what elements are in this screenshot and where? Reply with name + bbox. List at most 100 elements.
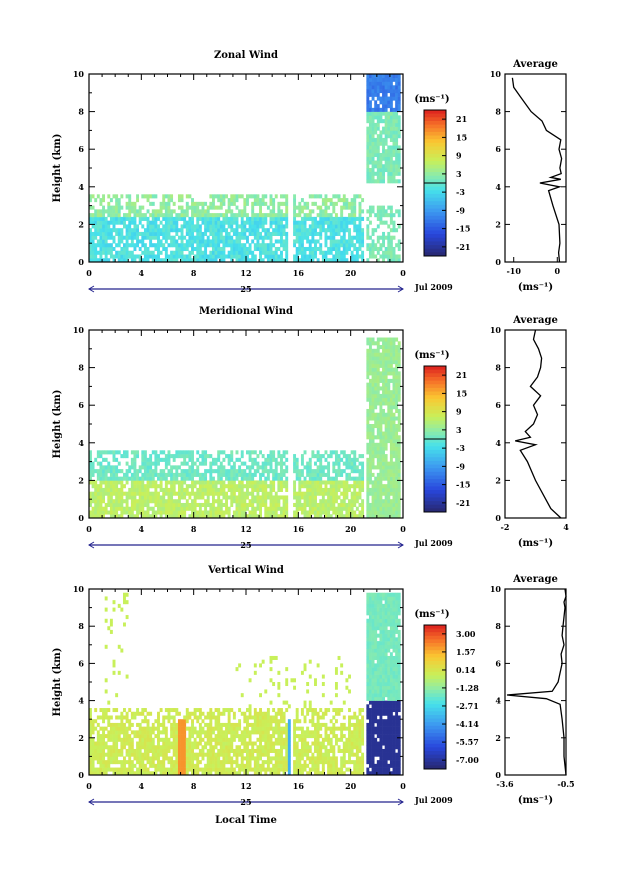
colorbar-tick-label: 15 — [456, 132, 467, 142]
colorbar-tick-label: -4.14 — [456, 719, 479, 729]
colorbar-segment — [424, 245, 446, 250]
colorbar-segment — [424, 668, 446, 673]
colorbar-segment — [424, 406, 446, 411]
date-label: Jul 2009 — [414, 538, 453, 548]
colorbar-segment — [424, 471, 446, 476]
colorbar-segment — [424, 765, 446, 770]
colorbar-tick-label: 0.14 — [456, 665, 476, 675]
y-tick-label: 8 — [78, 363, 84, 373]
colorbar-segment — [424, 457, 446, 462]
colorbar-segment — [424, 682, 446, 687]
average-x-tick-label: -2 — [501, 522, 510, 532]
colorbar-segment — [424, 442, 446, 447]
y-tick-label: 6 — [78, 144, 84, 154]
colorbar-segment — [424, 428, 446, 433]
average-y-tick-label: 10 — [490, 69, 502, 79]
y-tick-label: 2 — [78, 733, 84, 743]
y-tick-label: 10 — [73, 325, 85, 335]
colorbar-segment — [424, 722, 446, 727]
colorbar-segment — [424, 664, 446, 669]
colorbar-segment — [424, 497, 446, 502]
colorbar-segment — [424, 468, 446, 473]
average-unit: (ms⁻¹) — [518, 795, 553, 806]
colorbar-segment — [424, 482, 446, 487]
colorbar-tick-label: -15 — [456, 224, 470, 234]
x-tick-label: 0 — [400, 268, 406, 278]
colorbar-tick-label: -1.28 — [456, 683, 479, 693]
average-title: Average — [512, 315, 558, 326]
x-tick-label: 8 — [191, 524, 197, 534]
average-y-tick-label: 8 — [495, 621, 501, 631]
colorbar-segment — [424, 409, 446, 414]
y-tick-label: 2 — [78, 475, 84, 485]
colorbar-frame — [423, 624, 447, 770]
colorbar-segment — [424, 761, 446, 766]
colorbar-segment — [424, 715, 446, 719]
colorbar-segment — [424, 193, 446, 198]
colorbar-segment — [424, 464, 446, 469]
colorbar-segment — [424, 113, 446, 118]
colorbar-segment — [424, 124, 446, 129]
colorbar-segment — [424, 150, 446, 155]
colorbar-segment — [424, 413, 446, 418]
average-x-tick-label: 0 — [554, 266, 560, 276]
colorbar-segment — [424, 110, 446, 115]
colorbar-segment — [424, 234, 446, 239]
colorbar-segment — [424, 646, 446, 651]
colorbar-segment — [424, 248, 446, 253]
colorbar-segment — [424, 435, 446, 440]
average-y-tick-label: 2 — [495, 733, 501, 743]
colorbar-segment — [424, 387, 446, 392]
y-axis-label: Height (km) — [52, 648, 63, 717]
average-profile-line — [515, 329, 562, 519]
y-tick-label: 4 — [78, 438, 84, 448]
colorbar-tick-label: -9 — [456, 205, 465, 215]
colorbar-segment — [424, 146, 446, 151]
colorbar-segment — [424, 657, 446, 662]
colorbar-segment — [424, 212, 446, 217]
y-axis-label: Height (km) — [52, 390, 63, 459]
colorbar-segment — [424, 650, 446, 655]
average-unit: (ms⁻¹) — [518, 282, 553, 293]
colorbar-tick-label: -21 — [456, 242, 470, 252]
colorbar-segment — [424, 733, 446, 737]
colorbar-segment — [424, 164, 446, 169]
colorbar-segment — [424, 204, 446, 209]
colorbar-segment — [424, 711, 446, 716]
colorbar-segment — [424, 504, 446, 509]
colorbar-segment — [424, 215, 446, 220]
y-tick-label: 0 — [78, 513, 84, 523]
day-label: 25 — [240, 540, 251, 550]
colorbar-segment — [424, 391, 446, 396]
heatmap-cells — [89, 337, 401, 519]
average-y-tick-label: 2 — [495, 475, 501, 485]
y-tick-label: 0 — [78, 257, 84, 267]
colorbar-segment — [424, 490, 446, 495]
colorbar-segment — [424, 439, 446, 444]
average-y-tick-label: 2 — [495, 219, 501, 229]
colorbar-segment — [424, 704, 446, 709]
colorbar-segment — [424, 643, 446, 647]
colorbar-segment — [424, 208, 446, 213]
colorbar-segment — [424, 707, 446, 712]
x-tick-label: 12 — [240, 781, 251, 791]
panel-title: Zonal Wind — [214, 50, 278, 61]
x-tick-label: 4 — [139, 268, 145, 278]
average-y-tick-label: 0 — [495, 513, 501, 523]
colorbar-segment — [424, 453, 446, 458]
day-bar-arrow-right — [397, 541, 404, 549]
y-tick-label: 10 — [73, 584, 85, 594]
colorbar-segment — [424, 376, 446, 381]
average-profile-line — [506, 588, 567, 776]
colorbar-segment — [424, 743, 446, 748]
colorbar-segment — [424, 241, 446, 246]
colorbar-unit: (ms⁻¹) — [414, 94, 449, 105]
colorbar-segment — [424, 635, 446, 640]
x-tick-label: 16 — [293, 781, 305, 791]
colorbar-segment — [424, 398, 446, 403]
x-tick-label: 12 — [240, 524, 251, 534]
colorbar-segment — [424, 460, 446, 465]
x-tick-label: 12 — [240, 268, 251, 278]
x-tick-label: 20 — [345, 781, 357, 791]
colorbar-segment — [424, 223, 446, 228]
